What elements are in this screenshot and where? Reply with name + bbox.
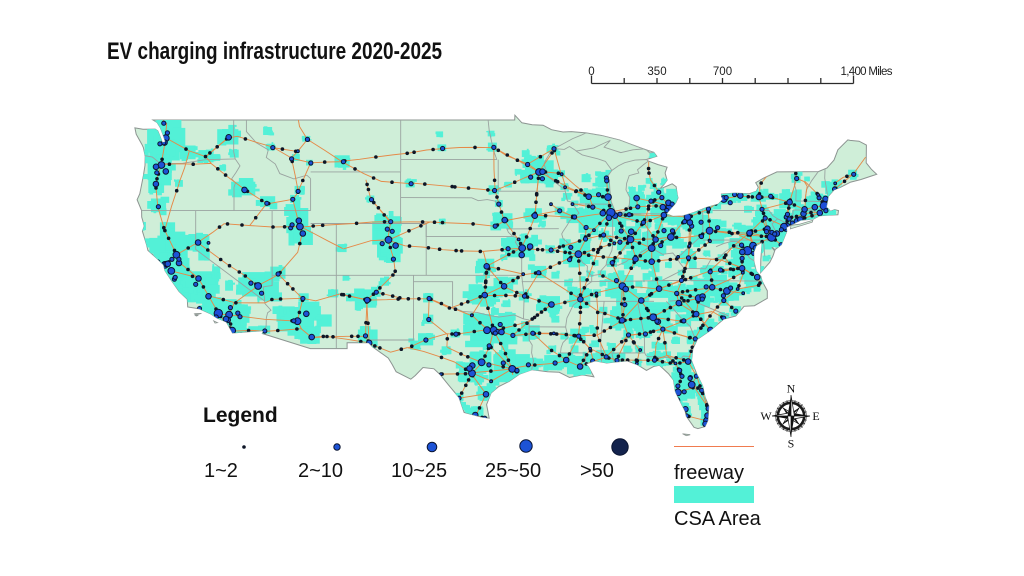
svg-text:350: 350 <box>647 66 666 78</box>
svg-text:700: 700 <box>713 66 732 78</box>
svg-text:S: S <box>788 437 795 451</box>
svg-text:1,400 Miles: 1,400 Miles <box>841 66 893 78</box>
svg-text:0: 0 <box>588 66 594 78</box>
svg-text:E: E <box>812 409 819 423</box>
svg-text:W: W <box>760 409 772 423</box>
svg-text:N: N <box>787 382 796 396</box>
